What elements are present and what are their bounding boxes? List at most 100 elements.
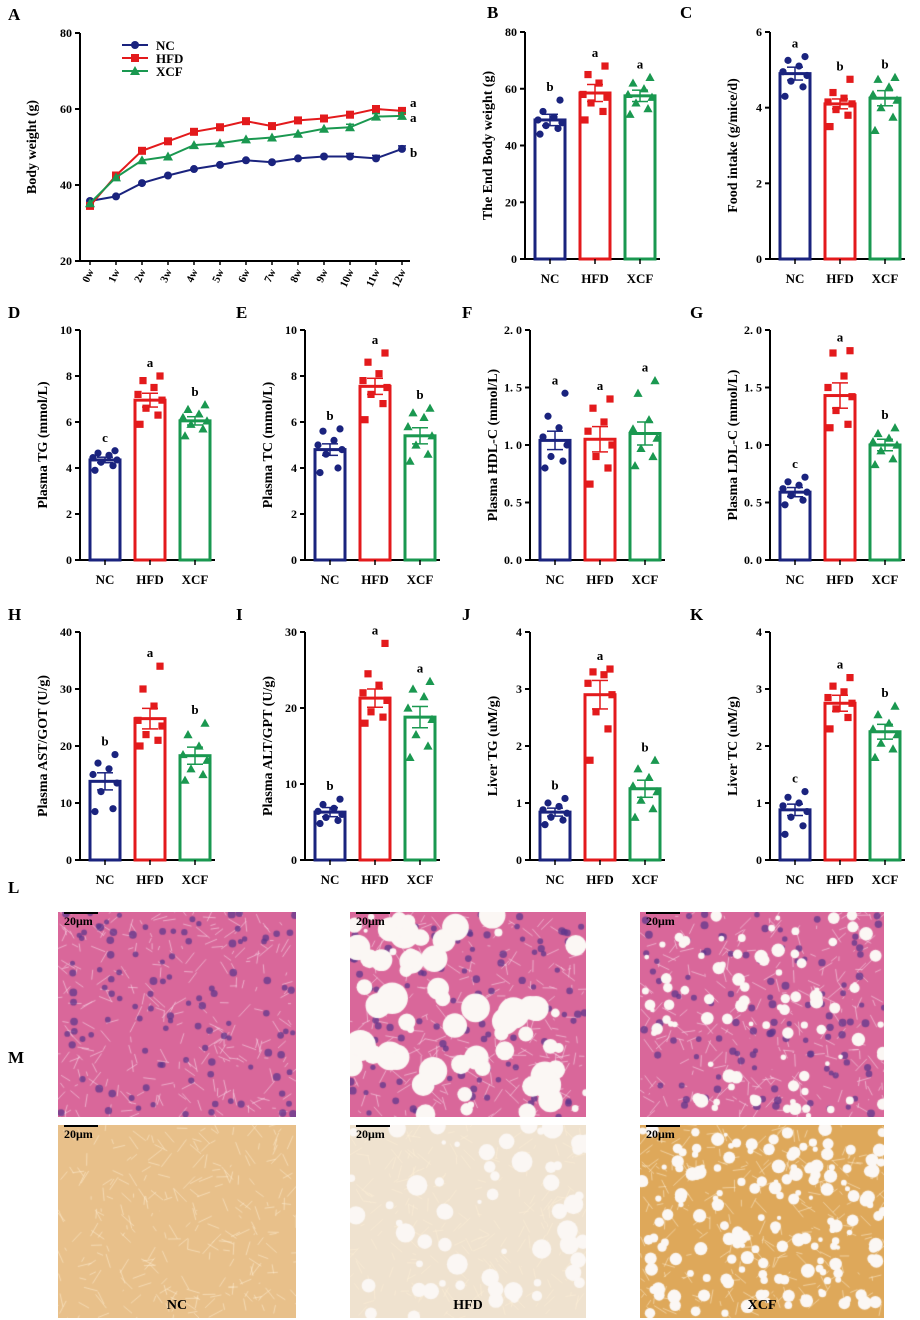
panel-label-I: I xyxy=(236,605,243,624)
data-point-xcf xyxy=(198,769,208,779)
x-tick-label: HFD xyxy=(361,872,388,887)
data-point-nc xyxy=(330,804,338,812)
x-tick-label: 6w xyxy=(236,267,253,284)
x-tick-label: HFD xyxy=(361,572,388,587)
y-axis-label: Body weight (g) xyxy=(25,100,40,194)
data-point-xcf xyxy=(183,730,193,739)
data-point-hfd xyxy=(142,731,150,739)
x-tick-label: XCF xyxy=(632,572,659,587)
y-axis-label: The End Body weight (g) xyxy=(481,70,496,220)
x-tick-label: 4w xyxy=(184,267,201,284)
data-point-hfd xyxy=(372,105,380,113)
data-point-xcf xyxy=(180,431,190,440)
data-point-hfd xyxy=(359,377,367,385)
data-point-nc xyxy=(799,822,807,830)
legend-label-nc: NC xyxy=(156,38,175,53)
data-point-xcf xyxy=(884,82,894,91)
data-point-nc xyxy=(536,130,544,138)
data-point-hfd xyxy=(608,691,616,699)
data-point-nc xyxy=(784,793,792,801)
data-point-nc xyxy=(555,424,563,432)
chart-panel-h: H 0 10 20 30 40 Plasma AST/GOT (U/g) b NC a HFD b XC… xyxy=(8,605,215,887)
bar-hfd xyxy=(583,693,617,862)
data-point-nc xyxy=(338,446,346,454)
panel-label-K: K xyxy=(690,605,704,624)
data-point-nc xyxy=(784,478,792,486)
y-tick-label: 2 xyxy=(516,739,522,753)
significance-label: a xyxy=(592,45,599,60)
data-point-hfd xyxy=(379,713,387,721)
data-point-hfd xyxy=(134,716,142,724)
legend-marker-hfd xyxy=(131,54,139,62)
data-point-hfd xyxy=(829,349,837,357)
data-point-xcf xyxy=(628,78,638,87)
data-point-hfd xyxy=(824,693,832,702)
y-tick-label: 30 xyxy=(60,682,72,696)
data-point-xcf xyxy=(890,701,900,710)
y-tick-label: 10 xyxy=(285,323,297,337)
x-tick-label: HFD xyxy=(586,872,613,887)
significance-label: a xyxy=(837,330,844,345)
y-tick-label: 0 xyxy=(291,553,297,567)
bar-xcf xyxy=(623,94,657,261)
data-point-xcf xyxy=(873,428,883,438)
y-tick-label: 60 xyxy=(505,82,517,96)
data-point-hfd xyxy=(359,689,367,697)
data-point-nc xyxy=(787,813,795,821)
data-point-xcf xyxy=(202,755,212,764)
data-point-xcf xyxy=(628,424,638,433)
data-point-nc xyxy=(112,192,120,201)
data-point-hfd xyxy=(216,123,224,132)
panel-label-J: J xyxy=(462,605,471,624)
data-point-nc xyxy=(320,152,328,161)
legend-marker-xcf xyxy=(130,66,140,75)
data-point-xcf xyxy=(633,388,643,397)
data-point-hfd xyxy=(383,383,391,392)
x-tick-label: HFD xyxy=(136,572,163,587)
data-point-nc xyxy=(91,807,99,816)
bar-nc xyxy=(533,118,567,261)
data-point-nc xyxy=(316,469,324,477)
data-point-xcf xyxy=(870,459,880,469)
y-tick-label: 80 xyxy=(505,25,517,39)
data-point-hfd xyxy=(381,639,389,647)
data-point-hfd xyxy=(136,742,144,750)
panel-label-F: F xyxy=(462,303,472,322)
data-point-hfd xyxy=(367,390,375,398)
data-point-xcf xyxy=(186,764,196,773)
significance-label: b xyxy=(191,702,198,717)
y-tick-label: 6 xyxy=(66,415,72,429)
data-point-nc xyxy=(338,810,346,819)
data-point-xcf xyxy=(194,741,204,750)
data-point-xcf xyxy=(890,423,900,432)
x-tick-label: XCF xyxy=(407,872,434,887)
data-point-hfd xyxy=(381,349,389,357)
data-point-xcf xyxy=(652,433,662,442)
data-point-xcf xyxy=(419,412,429,421)
data-point-xcf xyxy=(345,122,355,132)
data-point-xcf xyxy=(650,376,660,385)
y-axis-label: Liver TG (uM/g) xyxy=(486,695,501,796)
bar-nc xyxy=(88,779,122,862)
data-point-hfd xyxy=(134,390,142,398)
x-tick-label: HFD xyxy=(826,271,853,286)
bar-nc xyxy=(538,438,572,562)
data-point-hfd xyxy=(584,679,592,687)
data-point-hfd xyxy=(846,674,854,682)
data-point-hfd xyxy=(826,122,834,131)
x-tick-label: 9w xyxy=(314,267,331,284)
data-point-nc xyxy=(322,450,330,458)
data-point-hfd xyxy=(592,708,600,716)
data-point-hfd xyxy=(840,688,848,696)
bar-hfd xyxy=(358,384,392,562)
panel-label-M: M xyxy=(8,1048,25,1067)
significance-label: c xyxy=(792,456,798,471)
data-point-hfd xyxy=(848,100,856,108)
data-point-xcf xyxy=(636,443,646,453)
bar-xcf xyxy=(628,787,662,862)
data-point-nc xyxy=(784,56,792,64)
x-tick-label: HFD xyxy=(826,872,853,887)
data-point-hfd xyxy=(848,393,856,401)
data-point-hfd xyxy=(589,668,597,676)
y-tick-label: 1. 5 xyxy=(504,381,522,395)
